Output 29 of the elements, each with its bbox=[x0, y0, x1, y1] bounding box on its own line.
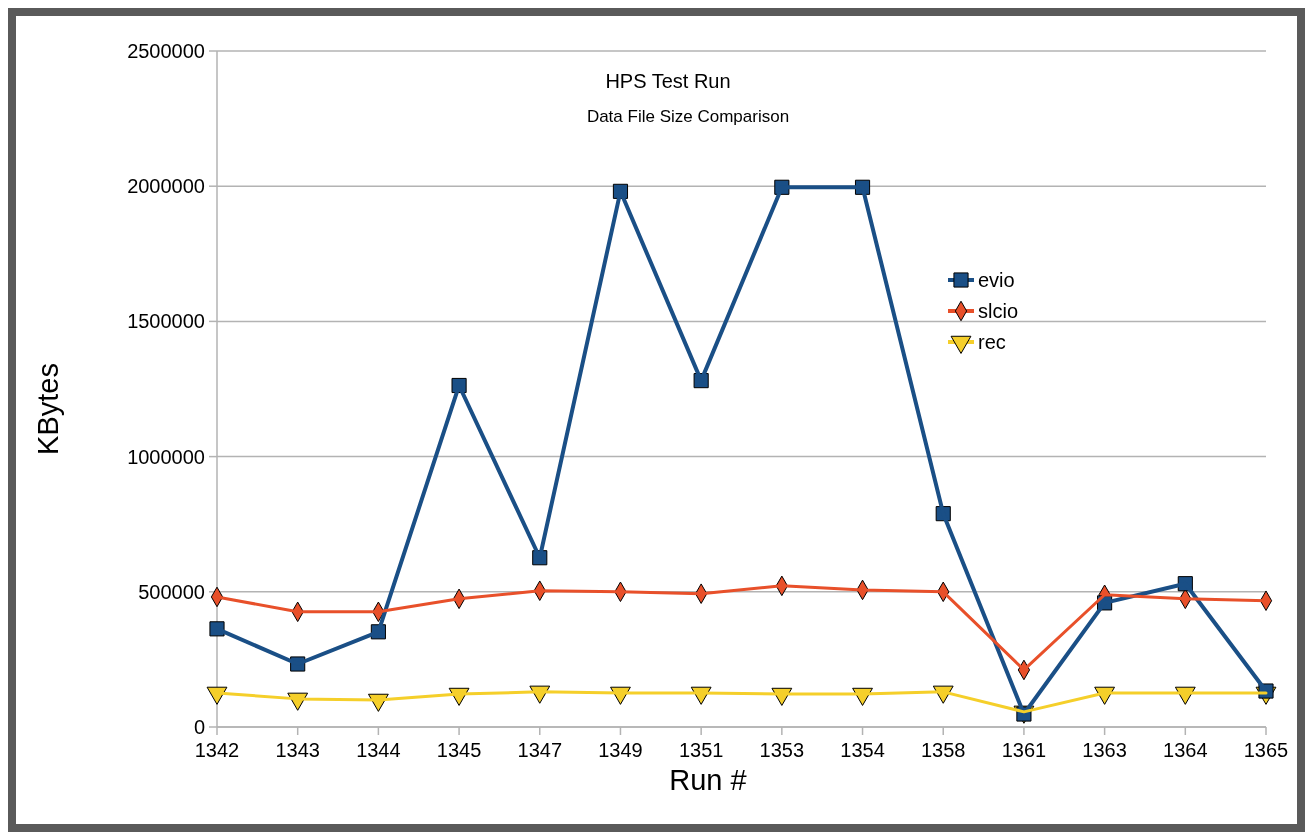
y-tick-label: 2000000 bbox=[127, 175, 205, 198]
text: HPS Test Run bbox=[605, 70, 731, 92]
x-axis-title: Run # bbox=[669, 764, 747, 796]
legend-label: rec bbox=[978, 331, 1006, 353]
x-tick-label: 1343 bbox=[275, 739, 320, 761]
x-tick-label: 1342 bbox=[194, 739, 240, 761]
x-tick-label: 1361 bbox=[1001, 739, 1047, 761]
x-tick-label: 1347 bbox=[517, 739, 563, 761]
y-tick-label: 2500000 bbox=[127, 40, 205, 62]
y-axis-title: KBytes bbox=[32, 363, 64, 455]
x-tick-label: 1354 bbox=[840, 739, 885, 761]
legend-label: slcio bbox=[978, 300, 1019, 322]
x-tick-label: 1358 bbox=[920, 739, 966, 761]
x-tick-label: 1351 bbox=[678, 739, 724, 761]
legend-label: evio bbox=[978, 269, 1015, 291]
x-tick-label: 1345 bbox=[436, 739, 482, 761]
x-tick-label: 1365 bbox=[1243, 739, 1289, 761]
x-tick-label: 1364 bbox=[1163, 739, 1208, 761]
point bbox=[932, 685, 954, 704]
text: Data File Size Comparison bbox=[586, 107, 790, 126]
y-tick-label: 1000000 bbox=[127, 445, 205, 468]
y-tick-label: 1500000 bbox=[127, 310, 205, 333]
y-tick-label: 500000 bbox=[138, 580, 205, 603]
y-tick-label: 0 bbox=[193, 716, 205, 738]
x-tick-label: 1344 bbox=[356, 739, 401, 761]
point bbox=[209, 621, 225, 637]
x-tick-label: 1353 bbox=[759, 739, 805, 761]
x-tick-label: 1349 bbox=[598, 739, 643, 761]
x-tick-label: 1363 bbox=[1082, 739, 1127, 761]
